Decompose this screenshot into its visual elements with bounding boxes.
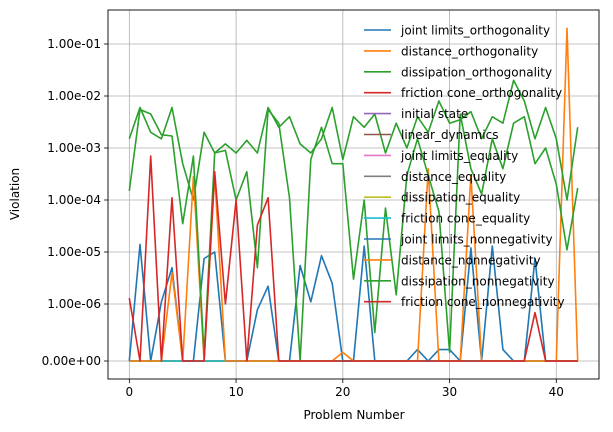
x-tick-label: 0 bbox=[126, 385, 134, 399]
legend-label: friction cone_orthogonality bbox=[401, 86, 562, 100]
legend-label: distance_orthogonality bbox=[401, 44, 538, 58]
y-ticks: 0.00e+00 1.00e-06 1.00e-05 1.00e-04 1.00e-03… bbox=[42, 37, 108, 368]
legend: joint limits_orthogonality distance_ortho… bbox=[364, 24, 565, 309]
y-tick-label: 1.00e-03 bbox=[47, 141, 101, 155]
series-line bbox=[128, 79, 579, 201]
legend-label: friction cone_nonnegativity bbox=[401, 295, 565, 309]
y-tick-label: 1.00e-04 bbox=[47, 193, 101, 207]
x-tick-label: 40 bbox=[549, 385, 564, 399]
plot-frame bbox=[107, 9, 600, 380]
legend-label: friction cone_equality bbox=[401, 212, 530, 226]
x-tick-label: 10 bbox=[228, 385, 243, 399]
y-axis-label: Violation bbox=[8, 168, 22, 220]
legend-label: joint limits_equality bbox=[400, 149, 518, 163]
x-axis-label: Problem Number bbox=[303, 408, 404, 422]
y-tick-label: 1.00e-02 bbox=[47, 89, 101, 103]
legend-label: dissipation_orthogonality bbox=[401, 65, 552, 79]
y-tick-label: 0.00e+00 bbox=[42, 354, 101, 368]
x-tick-label: 30 bbox=[442, 385, 457, 399]
legend-label: linear_dynamics bbox=[401, 128, 499, 142]
legend-label: joint limits_orthogonality bbox=[400, 24, 550, 38]
x-tick-label: 20 bbox=[335, 385, 350, 399]
y-tick-label: 1.00e-01 bbox=[47, 37, 101, 51]
y-tick-label: 1.00e-05 bbox=[47, 245, 101, 259]
legend-label: dissipation_equality bbox=[401, 191, 520, 205]
legend-label: initial state bbox=[401, 107, 468, 121]
x-ticks: 0 10 20 30 40 bbox=[126, 379, 564, 399]
series-lines bbox=[128, 27, 579, 362]
legend-label: distance_equality bbox=[401, 170, 506, 184]
legend-label: distance_nonnegativity bbox=[401, 253, 541, 267]
series-line bbox=[128, 155, 578, 362]
legend-label: joint limits_nonnegativity bbox=[400, 233, 553, 247]
legend-label: dissipation_nonnegativity bbox=[401, 274, 555, 288]
y-tick-label: 1.00e-06 bbox=[47, 297, 101, 311]
